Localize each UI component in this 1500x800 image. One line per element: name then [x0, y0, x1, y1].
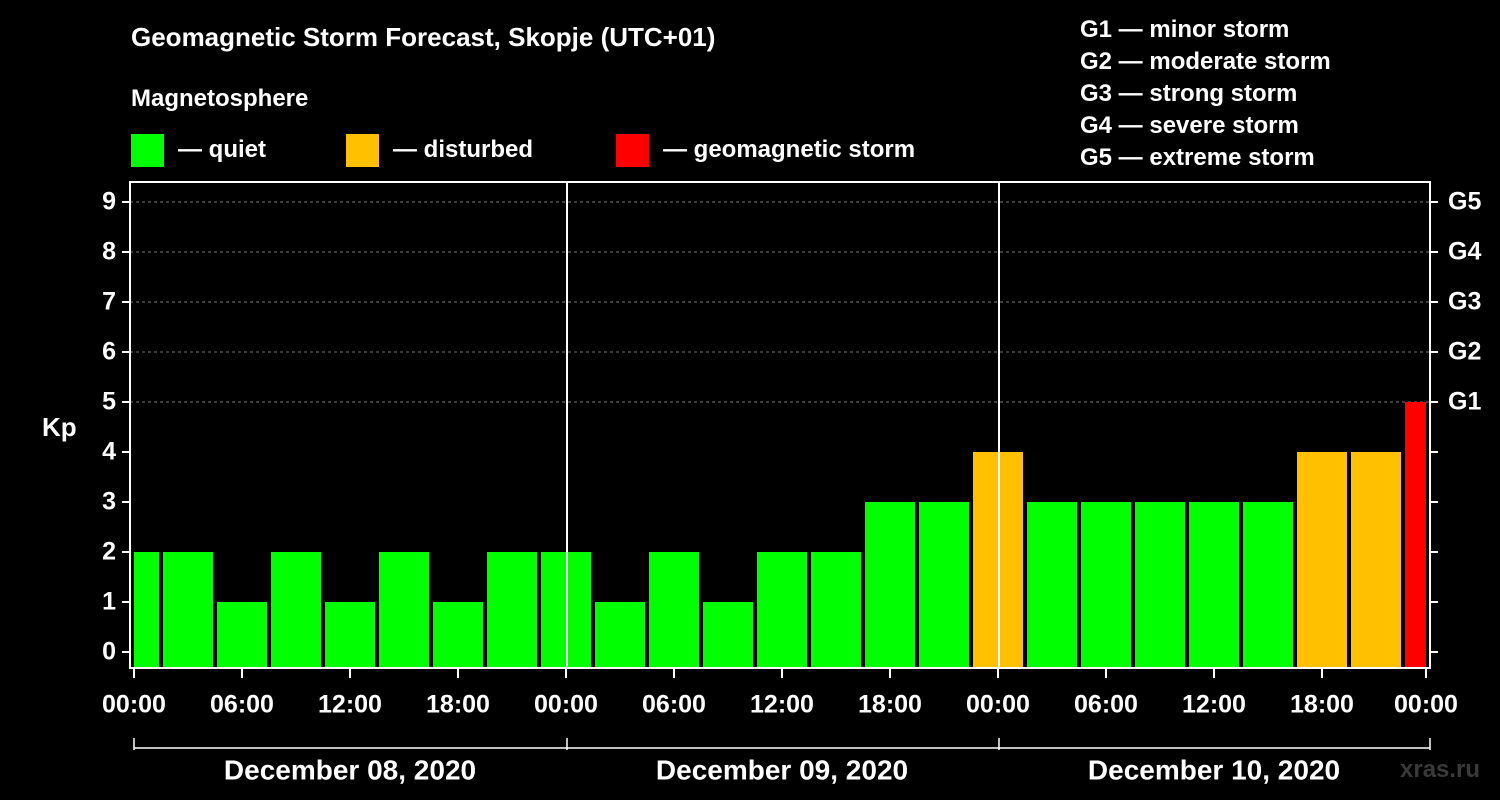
storm-scale-g5: G5 — extreme storm	[1080, 144, 1315, 171]
y-tick-label: 4	[102, 438, 116, 466]
right-axis-label: G1	[1448, 388, 1481, 416]
kp-bar	[1243, 502, 1293, 668]
storm-scale-g2: G2 — moderate storm	[1080, 48, 1331, 75]
kp-bar	[811, 552, 861, 668]
storm-scale-g4: G4 — severe storm	[1080, 112, 1299, 139]
y-axis-label: Kp	[42, 412, 77, 442]
kp-bar	[1351, 452, 1401, 668]
x-tick-label: 18:00	[1290, 691, 1354, 719]
kp-bar	[865, 502, 915, 668]
chart-title: Geomagnetic Storm Forecast, Skopje (UTC+…	[131, 22, 716, 52]
x-tick-label: 00:00	[966, 691, 1030, 719]
y-tick-label: 3	[102, 488, 116, 516]
x-tick-label: 00:00	[534, 691, 598, 719]
kp-bar	[1405, 402, 1426, 668]
legend-storm-swatch	[616, 133, 649, 167]
kp-bar	[271, 552, 321, 668]
legend-quiet-swatch	[131, 133, 164, 167]
x-tick-label: 06:00	[210, 691, 274, 719]
kp-bar	[1135, 502, 1185, 668]
kp-bar	[134, 552, 159, 668]
x-tick-label: 06:00	[642, 691, 706, 719]
y-tick-label: 7	[102, 288, 116, 316]
x-tick-label: 12:00	[750, 691, 814, 719]
x-tick-label: 18:00	[858, 691, 922, 719]
y-tick-label: 1	[102, 588, 116, 616]
legend-storm: — geomagnetic storm	[616, 133, 915, 167]
right-axis-label: G2	[1448, 338, 1481, 366]
right-axis-label: G3	[1448, 288, 1481, 316]
legend-disturbed: — disturbed	[346, 133, 533, 167]
kp-bar	[649, 552, 699, 668]
x-tick-label: 12:00	[1182, 691, 1246, 719]
storm-scale-g3: G3 — strong storm	[1080, 80, 1298, 107]
legend-quiet: — quiet	[131, 133, 266, 167]
kp-bar	[919, 502, 969, 668]
legend-subtitle: Magnetosphere	[131, 85, 309, 112]
x-tick-label: 00:00	[102, 691, 166, 719]
kp-bar	[703, 602, 753, 668]
y-tick-label: 2	[102, 538, 116, 566]
kp-bar	[487, 552, 537, 668]
kp-bar	[595, 602, 645, 668]
x-tick-label: 18:00	[426, 691, 490, 719]
kp-bar	[1081, 502, 1131, 668]
x-tick-label: 12:00	[318, 691, 382, 719]
y-tick-label: 9	[102, 188, 116, 216]
right-axis-label: G4	[1448, 238, 1481, 266]
legend-disturbed-swatch	[346, 133, 379, 167]
storm-scale-g1: G1 — minor storm	[1080, 16, 1290, 43]
kp-bar	[325, 602, 375, 668]
x-tick-label: 06:00	[1074, 691, 1138, 719]
kp-bar	[217, 602, 267, 668]
kp-bar	[163, 552, 213, 668]
x-tick-label: 00:00	[1394, 691, 1458, 719]
kp-bar	[379, 552, 429, 668]
plot-frame	[129, 181, 1431, 669]
y-tick-label: 6	[102, 338, 116, 366]
kp-bar	[433, 602, 483, 668]
y-tick-label: 0	[102, 638, 116, 666]
day-label: December 09, 2020	[656, 754, 908, 785]
legend-storm-label: — geomagnetic storm	[663, 136, 916, 163]
legend-disturbed-label: — disturbed	[393, 136, 534, 163]
watermark: xras.ru	[1400, 756, 1481, 783]
kp-bar	[757, 552, 807, 668]
day-label: December 08, 2020	[224, 754, 476, 785]
kp-bar	[1189, 502, 1239, 668]
storm-scale-legend: G1 — minor storm G2 — moderate storm G3 …	[1080, 14, 1331, 174]
legend-quiet-label: — quiet	[178, 136, 266, 163]
y-tick-label: 8	[102, 238, 116, 266]
kp-bar	[1297, 452, 1347, 668]
kp-bar	[1027, 502, 1077, 668]
day-label: December 10, 2020	[1088, 754, 1340, 785]
right-axis-label: G5	[1448, 188, 1481, 216]
y-tick-label: 5	[102, 388, 116, 416]
